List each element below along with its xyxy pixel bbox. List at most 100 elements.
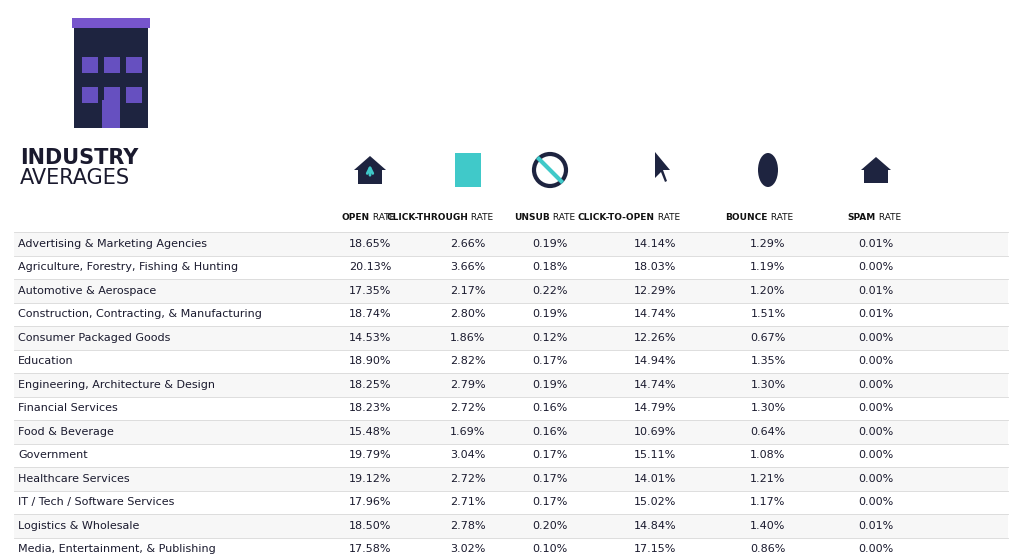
Text: Logistics & Wholesale: Logistics & Wholesale [18,521,139,531]
Text: 0.19%: 0.19% [532,380,567,389]
Text: 0.00%: 0.00% [858,380,893,389]
Text: 1.30%: 1.30% [750,380,786,389]
Text: 0.01%: 0.01% [858,239,893,249]
Text: 0.16%: 0.16% [532,427,567,437]
Text: 2.72%: 2.72% [450,403,485,413]
Text: 14.74%: 14.74% [634,309,677,319]
Text: 0.12%: 0.12% [532,333,567,343]
Text: 14.94%: 14.94% [634,356,677,366]
Text: 19.79%: 19.79% [349,450,391,460]
Text: SPAM: SPAM [848,213,876,222]
Text: 1.19%: 1.19% [750,262,786,272]
Text: 17.58%: 17.58% [349,544,391,554]
Text: Government: Government [18,450,88,460]
Text: Agriculture, Forestry, Fishing & Hunting: Agriculture, Forestry, Fishing & Hunting [18,262,238,272]
Text: 1.20%: 1.20% [750,286,786,296]
Text: 18.23%: 18.23% [349,403,391,413]
Text: 2.79%: 2.79% [450,380,485,389]
Text: 18.03%: 18.03% [634,262,677,272]
Text: 0.00%: 0.00% [858,474,893,484]
Text: 0.17%: 0.17% [532,450,567,460]
Text: 20.13%: 20.13% [349,262,391,272]
Polygon shape [455,153,481,187]
Text: 18.25%: 18.25% [349,380,391,389]
Text: RATE: RATE [768,213,793,222]
Text: 0.86%: 0.86% [750,544,786,554]
Text: 0.00%: 0.00% [858,497,893,507]
Text: 1.29%: 1.29% [750,239,786,249]
Text: 1.17%: 1.17% [750,497,786,507]
Text: Consumer Packaged Goods: Consumer Packaged Goods [18,333,171,343]
Polygon shape [864,170,888,183]
Text: 14.79%: 14.79% [634,403,677,413]
Polygon shape [358,170,382,184]
Text: Food & Beverage: Food & Beverage [18,427,113,437]
Text: 0.01%: 0.01% [858,309,893,319]
Text: 0.00%: 0.00% [858,356,893,366]
Text: 2.66%: 2.66% [451,239,485,249]
Text: 0.00%: 0.00% [858,544,893,554]
Text: 19.12%: 19.12% [349,474,391,484]
Text: 0.22%: 0.22% [532,286,568,296]
Text: 0.17%: 0.17% [532,497,567,507]
Text: Healthcare Services: Healthcare Services [18,474,130,484]
Text: 1.51%: 1.51% [750,309,786,319]
Polygon shape [655,152,670,182]
Text: 1.69%: 1.69% [451,427,485,437]
Text: RATE: RATE [655,213,680,222]
Text: 18.65%: 18.65% [349,239,391,249]
Text: 0.00%: 0.00% [858,427,893,437]
Text: Engineering, Architecture & Design: Engineering, Architecture & Design [18,380,215,389]
Text: BOUNCE: BOUNCE [726,213,768,222]
Text: 2.17%: 2.17% [451,286,485,296]
Text: 3.04%: 3.04% [451,450,485,460]
Text: RATE: RATE [876,213,901,222]
Polygon shape [861,157,891,170]
Text: IT / Tech / Software Services: IT / Tech / Software Services [18,497,175,507]
Text: 0.00%: 0.00% [858,333,893,343]
Text: 1.08%: 1.08% [750,450,786,460]
Text: RATE: RATE [550,213,575,222]
Polygon shape [126,87,142,103]
Polygon shape [14,279,1008,302]
Text: 1.30%: 1.30% [750,403,786,413]
Text: 17.96%: 17.96% [349,497,391,507]
Ellipse shape [758,153,778,187]
Text: 0.10%: 0.10% [532,544,567,554]
Text: OPEN: OPEN [342,213,370,222]
Text: UNSUB: UNSUB [514,213,550,222]
Text: 3.66%: 3.66% [451,262,485,272]
Text: AVERAGES: AVERAGES [20,168,130,188]
Text: 17.35%: 17.35% [349,286,391,296]
Text: Financial Services: Financial Services [18,403,118,413]
Polygon shape [14,514,1008,537]
Text: CLICK-THROUGH: CLICK-THROUGH [386,213,468,222]
Text: RATE: RATE [468,213,494,222]
Text: 14.14%: 14.14% [634,239,677,249]
Text: 12.26%: 12.26% [634,333,677,343]
Text: 15.11%: 15.11% [634,450,677,460]
Text: 0.19%: 0.19% [532,309,567,319]
Text: 2.72%: 2.72% [450,474,485,484]
Text: 0.18%: 0.18% [532,262,567,272]
Text: 0.16%: 0.16% [532,403,567,413]
Text: 0.17%: 0.17% [532,356,567,366]
Text: 14.53%: 14.53% [349,333,391,343]
Polygon shape [126,57,142,73]
Text: 18.74%: 18.74% [349,309,391,319]
Text: 17.15%: 17.15% [634,544,677,554]
Text: 12.29%: 12.29% [634,286,677,296]
Text: 2.82%: 2.82% [450,356,485,366]
Text: 15.02%: 15.02% [634,497,677,507]
Text: Advertising & Marketing Agencies: Advertising & Marketing Agencies [18,239,207,249]
Polygon shape [354,156,386,170]
Text: 3.02%: 3.02% [451,544,485,554]
Polygon shape [14,373,1008,397]
Text: CLICK-TO-OPEN: CLICK-TO-OPEN [578,213,655,222]
Text: 0.00%: 0.00% [858,450,893,460]
Text: 2.80%: 2.80% [451,309,485,319]
Text: 10.69%: 10.69% [634,427,677,437]
Text: INDUSTRY: INDUSTRY [20,148,138,168]
Text: 0.67%: 0.67% [750,333,786,343]
Text: 14.84%: 14.84% [634,521,677,531]
